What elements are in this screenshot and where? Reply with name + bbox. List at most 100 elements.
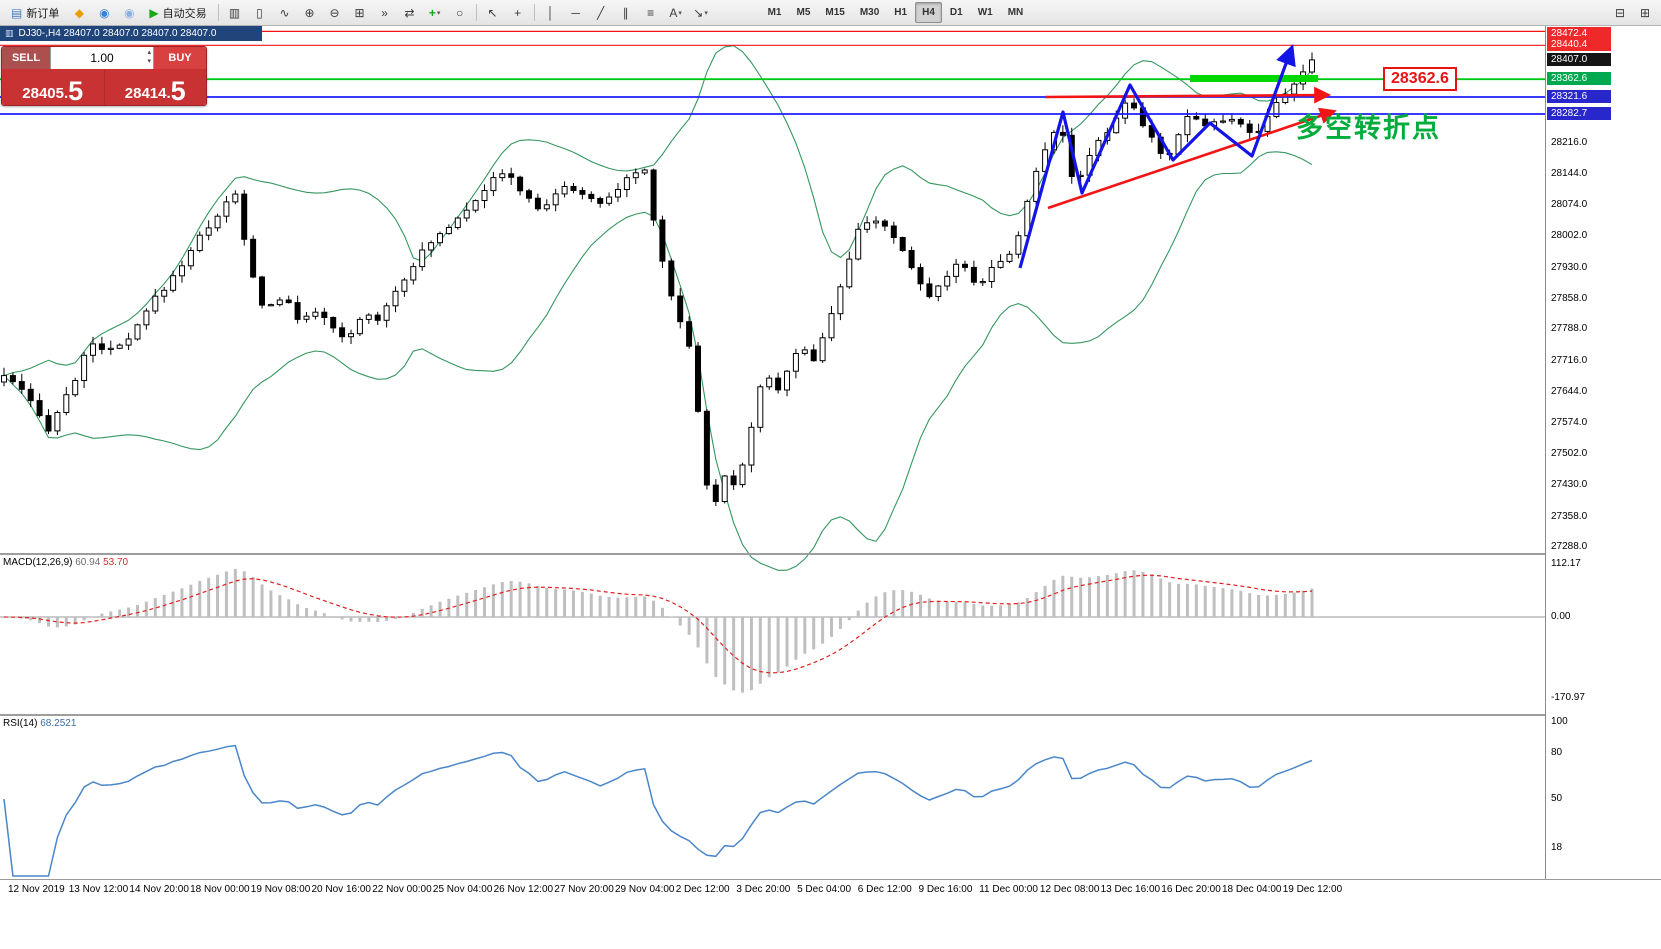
chart-shift-button[interactable]: ⇄ [398, 2, 422, 24]
lot-size-value: 1.00 [90, 51, 114, 65]
horizontal-line-tool-button[interactable]: ─ [564, 2, 588, 24]
time-axis-label: 29 Nov 04:00 [615, 884, 675, 895]
line-chart-mode-button[interactable]: ∿ [273, 2, 297, 24]
timeframe-button-m30[interactable]: M30 [859, 7, 880, 18]
candle [63, 394, 70, 414]
crosshair-icon: + [514, 5, 522, 20]
candle [597, 198, 604, 204]
market-button[interactable]: ◉ [117, 2, 141, 24]
sell-button[interactable]: SELL [2, 47, 50, 69]
timeframe-button-h4[interactable]: H4 [915, 2, 942, 23]
sell-price[interactable]: 28405. 5 [2, 69, 105, 105]
timeframe-button-m5[interactable]: M5 [796, 7, 811, 18]
expert-advisors-button[interactable]: ◆ [67, 2, 91, 24]
time-axis-label: 18 Dec 04:00 [1222, 884, 1282, 895]
candle [223, 201, 230, 217]
crosshair-tool-button[interactable]: + [506, 2, 530, 24]
timeframe-button-m15[interactable]: M15 [825, 7, 845, 18]
candle [250, 238, 257, 278]
candle [712, 484, 719, 503]
time-axis-label: 27 Nov 20:00 [554, 884, 614, 895]
price-level-badge: 28362.6 [1547, 72, 1611, 86]
arrange-windows-button[interactable]: ⊟ [1608, 2, 1632, 24]
candle [1131, 102, 1137, 109]
time-axis-label: 25 Nov 04:00 [432, 884, 493, 895]
trendline-tool-button[interactable]: ╱ [589, 2, 613, 24]
text-tool-button[interactable]: A ▾ [664, 2, 688, 24]
macd-axis-tick: -170.97 [1551, 692, 1585, 704]
zoom-out-button[interactable]: ⊖ [323, 2, 347, 24]
buy-button[interactable]: BUY [154, 47, 206, 69]
cursor-tool-button[interactable]: ↖ [481, 2, 505, 24]
buy-price-big-digit: 5 [170, 76, 186, 106]
candlestick-mode-button[interactable]: ▯ [248, 2, 272, 24]
candle [917, 267, 924, 285]
candle [650, 169, 657, 221]
candle [445, 227, 452, 235]
price-level-callout[interactable]: 28362.6 [1383, 67, 1457, 91]
rsi-value: 68.2521 [40, 718, 77, 729]
candle [170, 275, 177, 291]
time-axis-label: 13 Nov 12:00 [68, 884, 129, 895]
candle [18, 381, 25, 390]
auto-scroll-button[interactable]: » [373, 2, 397, 24]
candle [659, 219, 666, 262]
turning-point-note[interactable]: 多空转折点 [1296, 113, 1441, 143]
time-axis-label: 12 Nov 2019 [8, 884, 65, 895]
resistance-zone-rect[interactable] [1190, 75, 1318, 82]
shapes-button[interactable]: ○ [448, 2, 472, 24]
candle [392, 290, 399, 307]
auto-trading-button[interactable]: ▶ 自动交易 [142, 2, 213, 24]
price-axis[interactable]: 28216.0 28144.0 28074.0 28002.0 27930.0 27858… [1545, 26, 1661, 879]
candle [979, 281, 986, 284]
spinner-up-icon[interactable]: ▴ [147, 49, 151, 56]
indicators-button[interactable]: + ▾ [423, 2, 447, 24]
candle [472, 200, 479, 211]
candle [134, 324, 141, 340]
timeframe-button-d1[interactable]: D1 [949, 7, 963, 18]
candle [721, 475, 728, 502]
candle [348, 333, 354, 338]
timeframe-button-h1[interactable]: H1 [894, 7, 908, 18]
time-axis-label: 6 Dec 12:00 [857, 884, 912, 895]
lot-size-field[interactable]: 1.00 ▴ ▾ [50, 47, 154, 69]
buy-price-main: 28414. [124, 85, 171, 102]
line-chart-icon: ∿ [279, 5, 290, 20]
tile-windows-button[interactable]: ⊞ [348, 2, 372, 24]
trend-arrow-2[interactable] [1018, 44, 1296, 269]
lot-spinner[interactable]: ▴ ▾ [147, 48, 151, 66]
spinner-down-icon[interactable]: ▾ [147, 58, 151, 65]
bar-chart-mode-button[interactable]: ▥ [223, 2, 247, 24]
time-axis[interactable]: 12 Nov 2019 13 Nov 12:00 14 Nov 20:00 18 No… [0, 879, 1661, 949]
time-axis-label: 2 Dec 12:00 [675, 884, 730, 895]
candle [730, 475, 737, 486]
vertical-line-tool-button[interactable]: │ [539, 2, 563, 24]
fibonacci-icon: ≡ [647, 5, 655, 20]
candle [881, 220, 888, 227]
buy-price[interactable]: 28414. 5 [105, 69, 207, 105]
rsi-line [3, 744, 1313, 877]
community-button[interactable]: ◉ [92, 2, 116, 24]
price-chart-canvas[interactable] [0, 26, 1545, 879]
time-axis-label: 19 Dec 12:00 [1282, 884, 1343, 895]
new-order-button[interactable]: ▤ 新订单 [4, 2, 66, 24]
trend-arrow-1[interactable] [1044, 86, 1332, 104]
fibonacci-tool-button[interactable]: ≡ [639, 2, 663, 24]
timeframe-button-w1[interactable]: W1 [977, 7, 993, 18]
candle [935, 285, 942, 297]
timeframe-button-mn[interactable]: MN [1007, 7, 1024, 18]
timeframe-button-m1[interactable]: M1 [767, 7, 782, 18]
zoom-in-button[interactable]: ⊕ [298, 2, 322, 24]
arrows-tool-button[interactable]: ↘ ▾ [689, 2, 713, 24]
channel-icon: ∥ [622, 5, 629, 20]
candle [437, 233, 443, 244]
chevron-down-icon: ▾ [678, 9, 682, 17]
macd-axis-tick: 112.17 [1551, 557, 1581, 569]
channel-tool-button[interactable]: ∥ [614, 2, 638, 24]
candle [116, 344, 123, 349]
panel-splitter-rsi[interactable] [0, 714, 1661, 716]
new-window-button[interactable]: ⊞ [1633, 2, 1657, 24]
panel-splitter-macd[interactable] [0, 553, 1661, 555]
trend-arrow-0[interactable] [1047, 107, 1337, 210]
time-axis-label: 26 Nov 12:00 [493, 884, 554, 895]
